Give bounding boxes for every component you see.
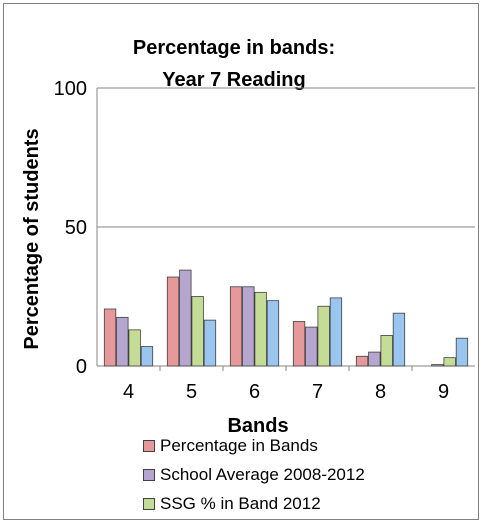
bar — [443, 357, 456, 367]
bar — [203, 319, 217, 367]
bar — [103, 308, 117, 367]
bar — [166, 276, 180, 367]
bar — [380, 335, 393, 367]
bar — [355, 355, 369, 367]
y-tick-label: 100 — [54, 78, 87, 100]
bar — [191, 296, 204, 367]
x-tick-label: 8 — [375, 381, 386, 403]
bar — [305, 326, 318, 367]
x-tick-label: 9 — [438, 381, 449, 403]
bar — [242, 286, 255, 367]
legend-swatch — [143, 469, 155, 481]
legend-label: SSG % in Band 2012 — [160, 494, 321, 513]
bar — [179, 269, 192, 367]
x-tick-label: 6 — [249, 381, 260, 403]
chart-title-line-1: Percentage in bands: — [132, 37, 336, 59]
x-tick-label: 5 — [186, 381, 197, 403]
bar — [317, 305, 330, 367]
bar — [455, 337, 469, 367]
bar — [140, 346, 154, 367]
bar — [292, 321, 306, 367]
bar — [229, 286, 243, 367]
chart-title-line-2: Year 7 Reading — [162, 69, 306, 91]
y-tick-label: 0 — [76, 356, 87, 378]
x-tick-label: 4 — [123, 381, 134, 403]
bar — [254, 291, 267, 367]
legend-label: School Average 2008-2012 — [160, 465, 365, 484]
legend-label: Percentage in Bands — [160, 436, 318, 455]
y-axis-title: Percentage of students — [21, 128, 43, 349]
y-tick-label: 50 — [65, 217, 87, 239]
bar — [329, 297, 343, 367]
chart-frame: Percentage in bands: Year 7 Reading 0 50 1… — [3, 3, 479, 520]
bar-chart: 0 50 100 4 5 6 7 8 9 Bands Percentage of students — [21, 78, 475, 434]
bar — [128, 329, 141, 367]
bar — [392, 312, 406, 367]
bar — [368, 351, 381, 367]
bar — [116, 316, 129, 367]
bar — [431, 364, 444, 367]
bar — [266, 300, 280, 367]
legend-swatch — [143, 498, 155, 510]
x-tick-label: 7 — [312, 381, 323, 403]
x-axis-title: Bands — [227, 415, 288, 434]
legend-swatch — [143, 440, 155, 452]
